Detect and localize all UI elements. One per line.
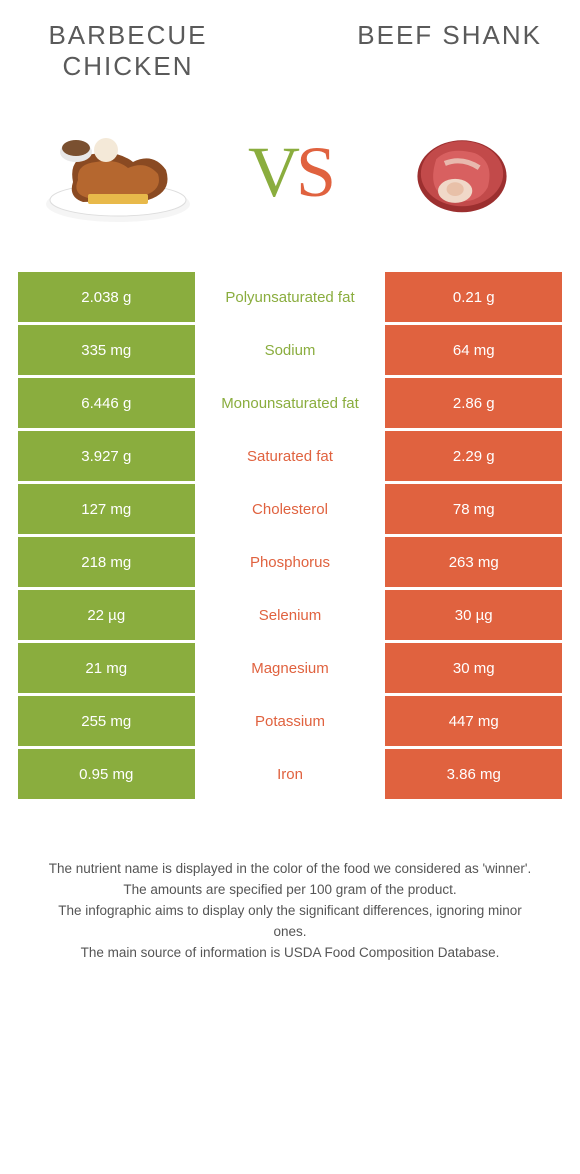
vs-v: V xyxy=(248,132,296,212)
cell-left-value: 2.038 g xyxy=(18,272,198,322)
table-row: 335 mgSodium64 mg xyxy=(18,325,562,375)
cell-left-value: 335 mg xyxy=(18,325,198,375)
cell-left-value: 3.927 g xyxy=(18,431,198,481)
cell-nutrient-label: Monounsaturated fat xyxy=(198,378,383,428)
cell-nutrient-label: Sodium xyxy=(198,325,383,375)
cell-left-value: 22 µg xyxy=(18,590,198,640)
table-row: 127 mgCholesterol78 mg xyxy=(18,484,562,534)
food-left-image xyxy=(38,112,198,232)
titles-row: Barbecue chicken Beef shank xyxy=(18,20,562,82)
footnote-line: The infographic aims to display only the… xyxy=(42,901,538,943)
cell-nutrient-label: Polyunsaturated fat xyxy=(198,272,383,322)
table-row: 0.95 mgIron3.86 mg xyxy=(18,749,562,799)
cell-nutrient-label: Saturated fat xyxy=(198,431,383,481)
title-right: Beef shank xyxy=(352,20,552,51)
cell-right-value: 263 mg xyxy=(382,537,562,587)
cell-nutrient-label: Cholesterol xyxy=(198,484,383,534)
cell-right-value: 0.21 g xyxy=(382,272,562,322)
table-row: 3.927 gSaturated fat2.29 g xyxy=(18,431,562,481)
infographic-container: Barbecue chicken Beef shank VS xyxy=(0,0,580,984)
cell-right-value: 78 mg xyxy=(382,484,562,534)
cell-nutrient-label: Phosphorus xyxy=(198,537,383,587)
cell-nutrient-label: Potassium xyxy=(198,696,383,746)
cell-nutrient-label: Magnesium xyxy=(198,643,383,693)
bbq-chicken-icon xyxy=(38,112,198,232)
hero-row: VS xyxy=(18,112,562,232)
cell-right-value: 30 mg xyxy=(382,643,562,693)
cell-right-value: 2.86 g xyxy=(382,378,562,428)
cell-right-value: 64 mg xyxy=(382,325,562,375)
cell-left-value: 127 mg xyxy=(18,484,198,534)
cell-right-value: 30 µg xyxy=(382,590,562,640)
footnote-line: The amounts are specified per 100 gram o… xyxy=(42,880,538,901)
cell-left-value: 0.95 mg xyxy=(18,749,198,799)
footnote-line: The main source of information is USDA F… xyxy=(42,943,538,964)
table-row: 218 mgPhosphorus263 mg xyxy=(18,537,562,587)
table-row: 21 mgMagnesium30 mg xyxy=(18,643,562,693)
cell-left-value: 218 mg xyxy=(18,537,198,587)
table-row: 2.038 gPolyunsaturated fat0.21 g xyxy=(18,272,562,322)
vs-label: VS xyxy=(248,131,332,214)
cell-right-value: 447 mg xyxy=(382,696,562,746)
cell-left-value: 255 mg xyxy=(18,696,198,746)
cell-right-value: 3.86 mg xyxy=(382,749,562,799)
cell-left-value: 6.446 g xyxy=(18,378,198,428)
cell-left-value: 21 mg xyxy=(18,643,198,693)
cell-nutrient-label: Iron xyxy=(198,749,383,799)
beef-shank-icon xyxy=(402,117,522,227)
cell-nutrient-label: Selenium xyxy=(198,590,383,640)
table-row: 255 mgPotassium447 mg xyxy=(18,696,562,746)
vs-s: S xyxy=(296,132,332,212)
footnotes: The nutrient name is displayed in the co… xyxy=(18,859,562,964)
title-left: Barbecue chicken xyxy=(28,20,228,82)
footnote-line: The nutrient name is displayed in the co… xyxy=(42,859,538,880)
comparison-table: 2.038 gPolyunsaturated fat0.21 g335 mgSo… xyxy=(18,272,562,799)
cell-right-value: 2.29 g xyxy=(382,431,562,481)
table-row: 6.446 gMonounsaturated fat2.86 g xyxy=(18,378,562,428)
food-right-image xyxy=(382,112,542,232)
table-row: 22 µgSelenium30 µg xyxy=(18,590,562,640)
